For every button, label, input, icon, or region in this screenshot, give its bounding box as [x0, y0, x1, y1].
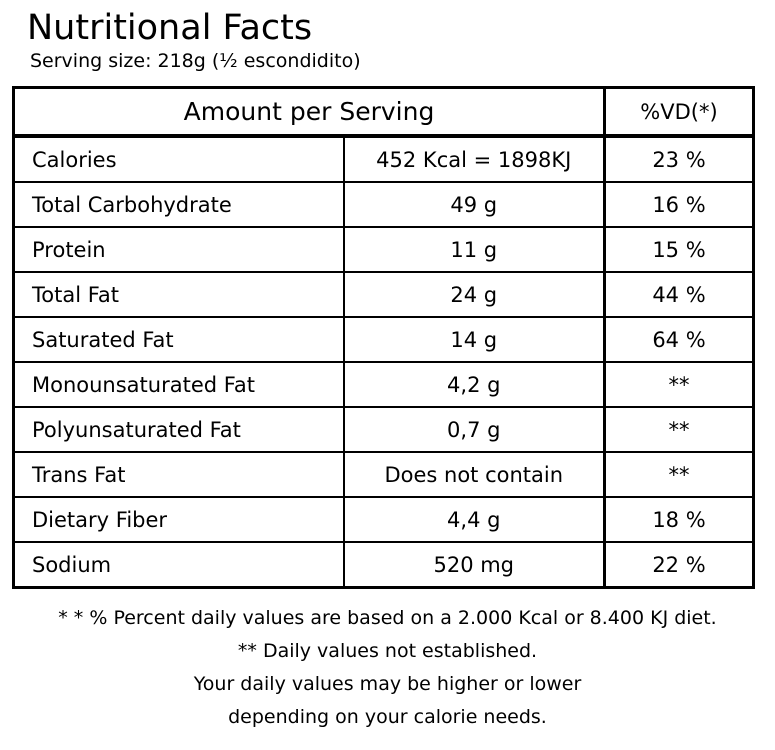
nutrient-amount: 11 g: [342, 227, 605, 273]
table-row: Protein 11 g 15 %: [13, 227, 754, 273]
nutrient-name: Total Fat: [13, 272, 344, 318]
table-row: Calories 452 Kcal = 1898KJ 23 %: [13, 136, 754, 183]
nutrient-daily-value: 16 %: [603, 182, 754, 228]
nutrient-amount: 4,2 g: [342, 362, 605, 408]
table-row: Total Carbohydrate 49 g 16 %: [13, 182, 754, 228]
nutrient-daily-value: 22 %: [603, 542, 754, 589]
nutrient-name: Protein: [13, 227, 344, 273]
nutrient-daily-value: **: [603, 452, 754, 498]
nutrient-daily-value: 44 %: [603, 272, 754, 318]
table-header-row: Amount per Serving %VD(*): [13, 87, 754, 138]
table-row: Monounsaturated Fat 4,2 g **: [13, 362, 754, 408]
nutrient-amount: 4,4 g: [342, 497, 605, 543]
footnotes: * * % Percent daily values are based on …: [0, 602, 775, 734]
table-row: Trans Fat Does not contain **: [13, 452, 754, 498]
footnote-line: depending on your calorie needs.: [228, 706, 547, 728]
nutrient-daily-value: 18 %: [603, 497, 754, 543]
daily-value-header: %VD(*): [603, 87, 754, 138]
nutrition-table: Amount per Serving %VD(*) Calories 452 K…: [12, 86, 755, 589]
nutrient-daily-value: 23 %: [603, 136, 754, 183]
table-row: Polyunsaturated Fat 0,7 g **: [13, 407, 754, 453]
nutrient-name: Saturated Fat: [13, 317, 344, 363]
page-title: Nutritional Facts: [27, 8, 313, 48]
nutrient-amount: 0,7 g: [342, 407, 605, 453]
table-row: Sodium 520 mg 22 %: [13, 542, 754, 589]
nutrient-name: Dietary Fiber: [13, 497, 344, 543]
nutrient-name: Polyunsaturated Fat: [13, 407, 344, 453]
footnote-line: ** Daily values not established.: [237, 640, 538, 662]
table-row: Total Fat 24 g 44 %: [13, 272, 754, 318]
nutrient-daily-value: **: [603, 362, 754, 408]
footnote-line: Your daily values may be higher or lower: [193, 673, 582, 695]
serving-size: Serving size: 218g (½ escondidito): [30, 50, 361, 72]
nutrient-name: Trans Fat: [13, 452, 344, 498]
nutrient-amount: Does not contain: [342, 452, 605, 498]
nutrient-amount: 24 g: [342, 272, 605, 318]
nutrient-amount: 49 g: [342, 182, 605, 228]
nutrient-name: Sodium: [13, 542, 344, 589]
nutrient-name: Monounsaturated Fat: [13, 362, 344, 408]
nutrient-amount: 520 mg: [342, 542, 605, 589]
nutrient-amount: 14 g: [342, 317, 605, 363]
nutrient-daily-value: **: [603, 407, 754, 453]
amount-per-serving-header: Amount per Serving: [13, 87, 605, 138]
nutrient-amount: 452 Kcal = 1898KJ: [342, 136, 605, 183]
table-row: Dietary Fiber 4,4 g 18 %: [13, 497, 754, 543]
nutrient-name: Total Carbohydrate: [13, 182, 344, 228]
nutrient-name: Calories: [13, 136, 344, 183]
nutrient-daily-value: 15 %: [603, 227, 754, 273]
nutrient-daily-value: 64 %: [603, 317, 754, 363]
footnote-line: * * % Percent daily values are based on …: [58, 607, 717, 629]
table-row: Saturated Fat 14 g 64 %: [13, 317, 754, 363]
